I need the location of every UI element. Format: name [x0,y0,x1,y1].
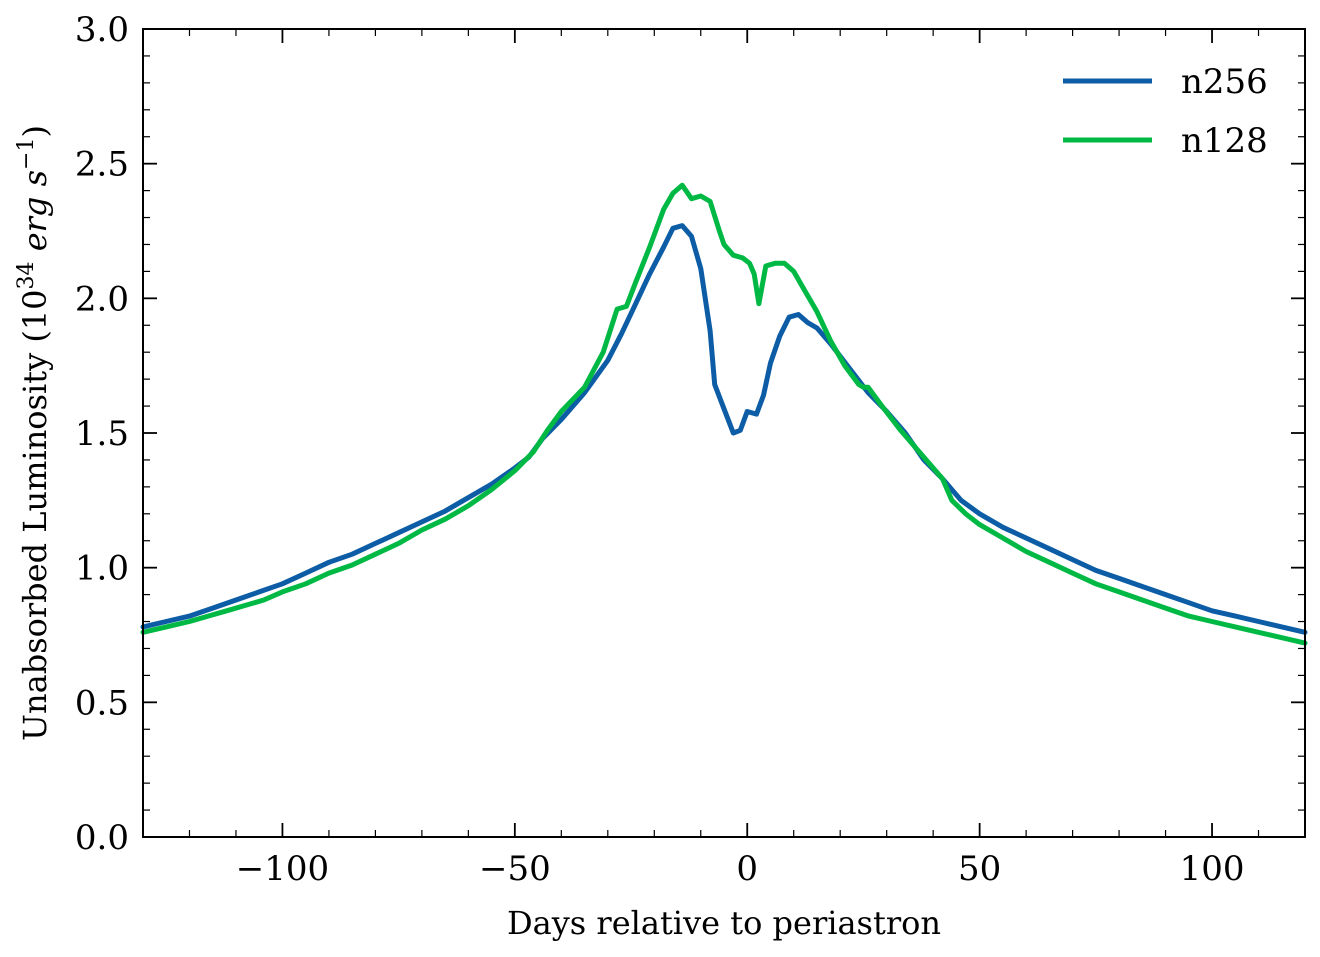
series-line-n256 [140,223,1308,635]
plot-area [140,28,1308,838]
legend-label-n128: n128 [1181,121,1268,161]
x-tick-label: 100 [1180,849,1245,889]
ticks-layer [143,28,1306,838]
x-tick-label: −100 [236,849,329,889]
x-tick-label: 50 [958,849,1001,889]
legend-label-n256: n256 [1181,62,1268,102]
y-tick-label: 0.5 [75,683,129,723]
y-axis-title-exponent: 34 [14,261,39,289]
y-axis-title-unit-exponent: −1 [14,138,39,170]
y-axis-title-main: Unabsorbed Luminosity (10 [16,289,54,740]
tick-labels-layer: −100 −50 0 50 100 0.0 0.5 1.0 1.5 2.0 2.5 3.0 [75,10,1245,889]
x-axis-title: Days relative to periastron [507,904,941,942]
plot-frame [142,28,1306,838]
series-line-n128 [140,182,1308,646]
series-layer [140,182,1308,646]
y-tick-label: 3.0 [75,10,129,50]
y-axis-title: Unabsorbed Luminosity (1034 erg s−1) [14,125,54,741]
x-tick-label: 0 [736,849,758,889]
y-axis-title-close: ) [16,125,54,137]
y-tick-label: 2.0 [75,279,129,319]
y-axis-title-unit: erg s [16,170,54,261]
y-tick-label: 1.5 [75,414,129,454]
y-tick-label: 2.5 [75,145,129,185]
y-tick-label: 0.0 [75,818,129,858]
legend: n256 n128 [1063,62,1268,161]
x-tick-label: −50 [479,849,551,889]
y-tick-label: 1.0 [75,549,129,589]
